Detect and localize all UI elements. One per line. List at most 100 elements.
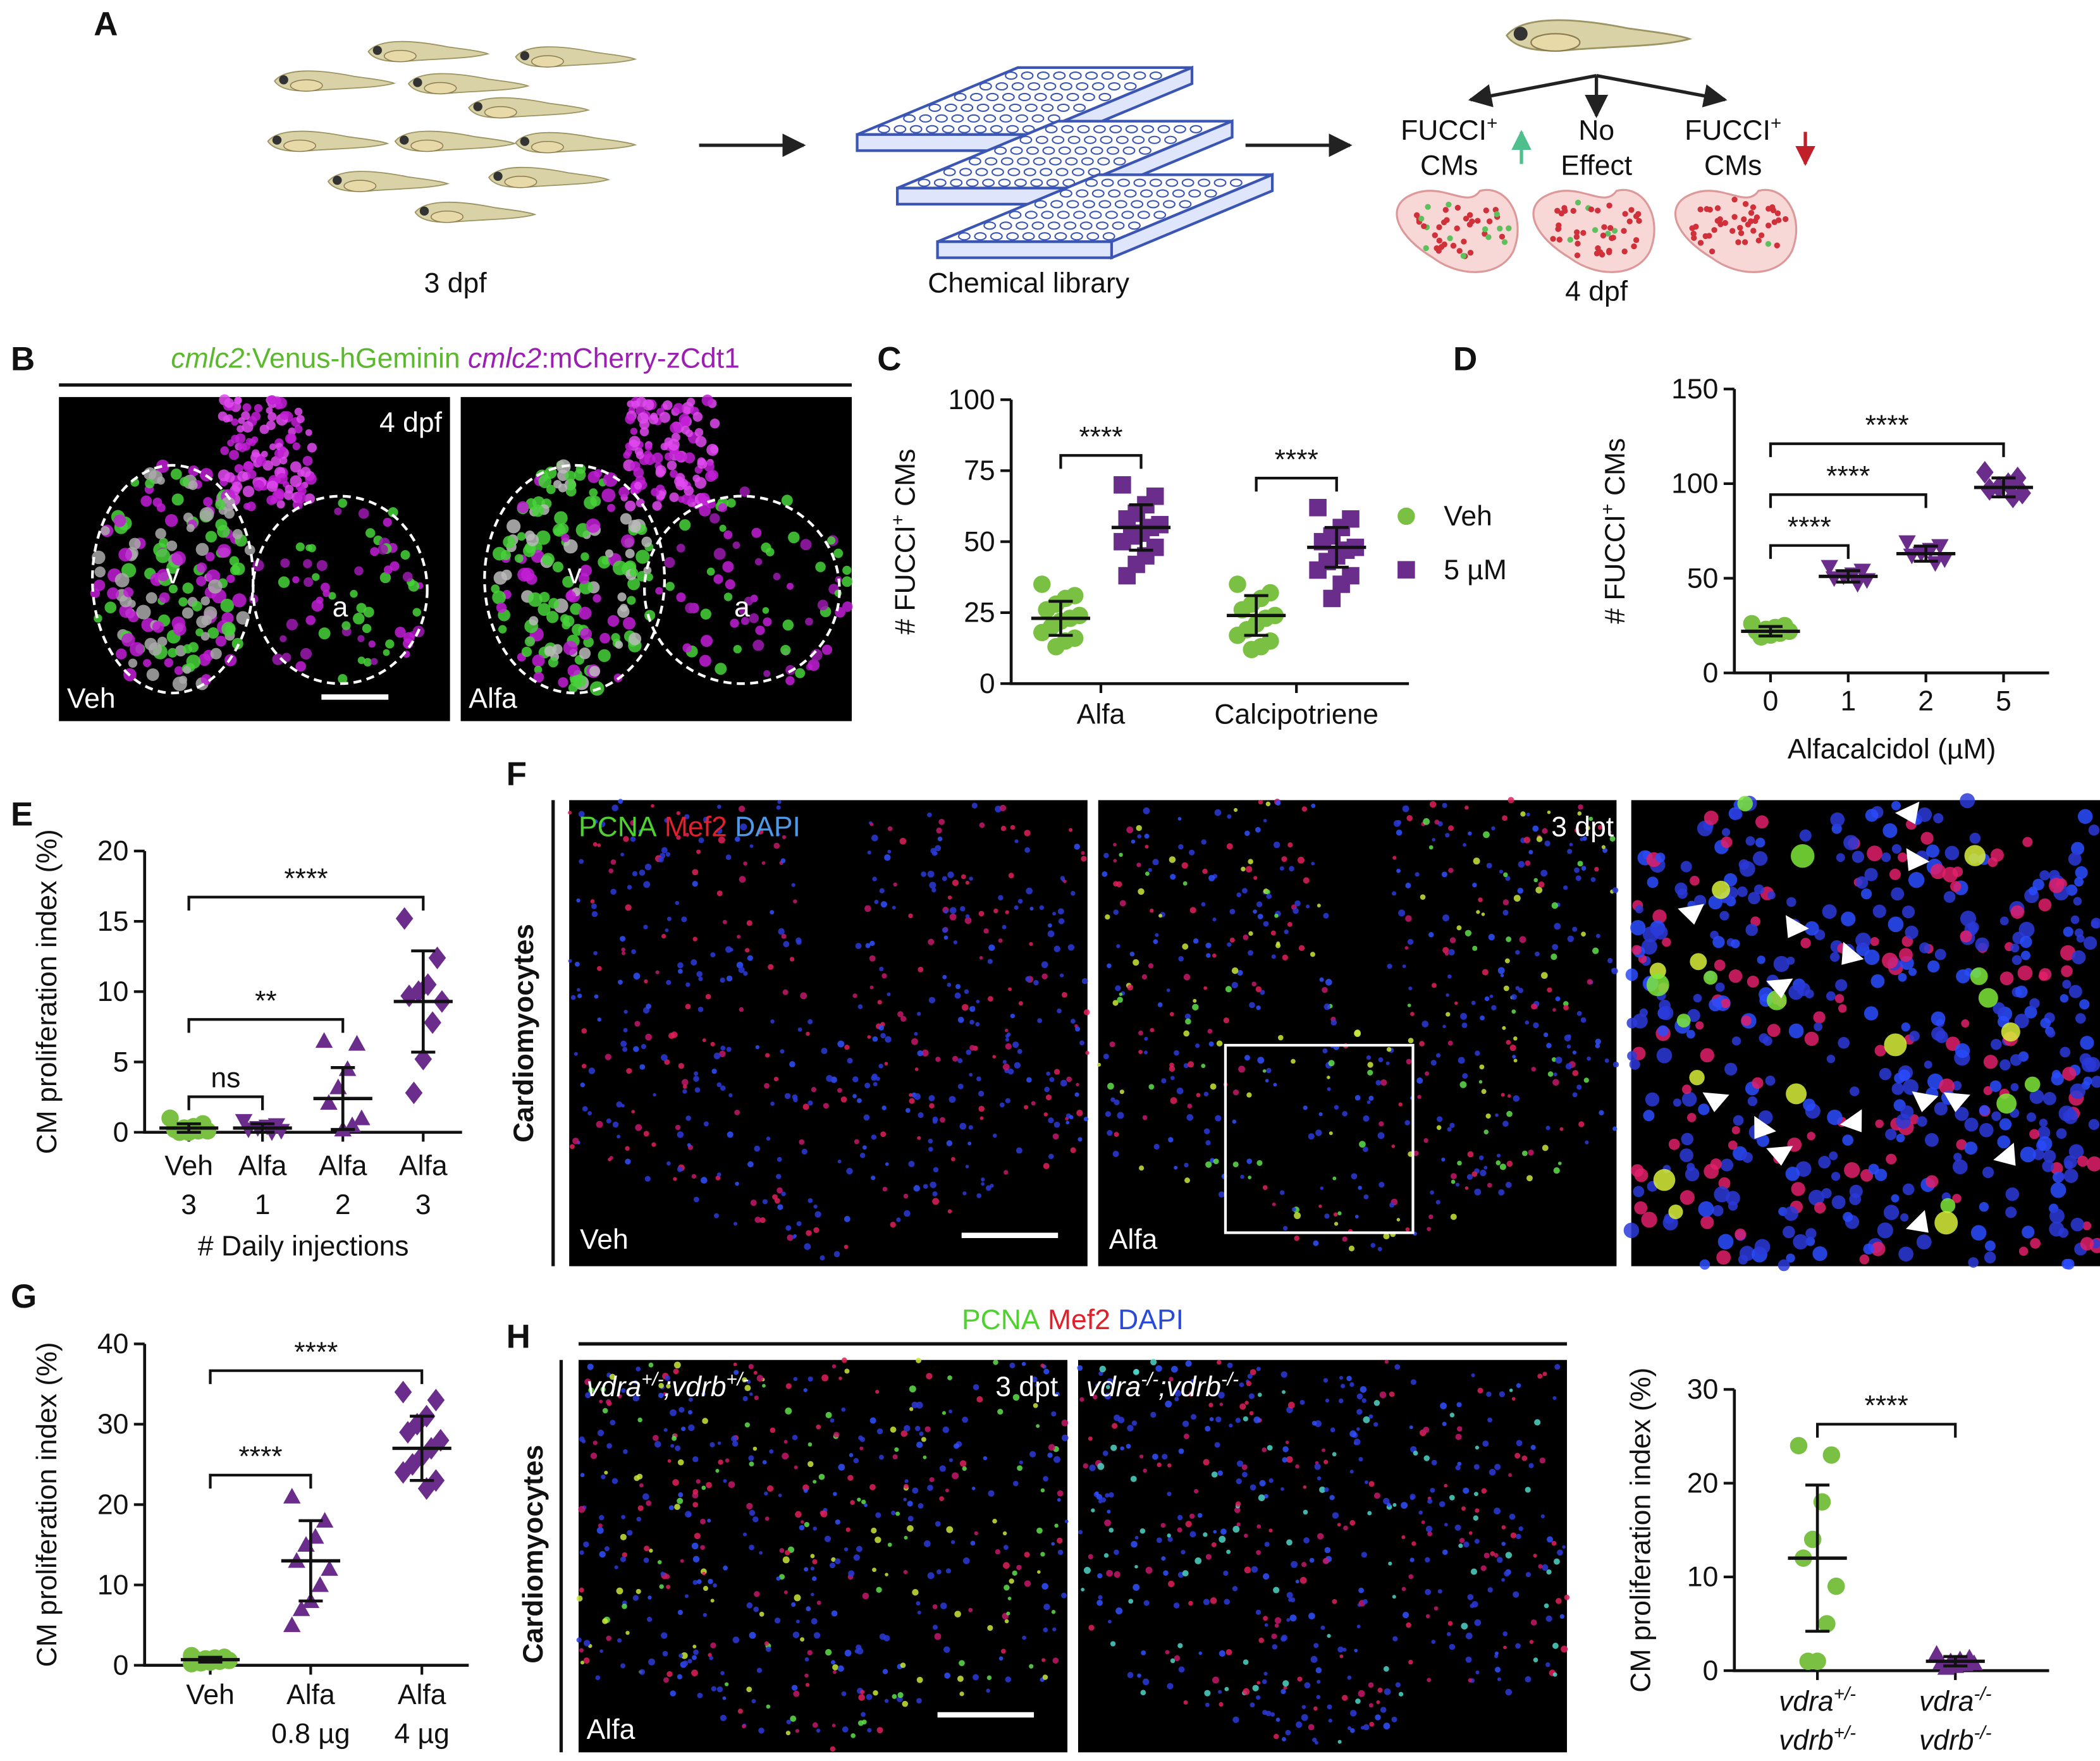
nucleus [1256, 1681, 1261, 1685]
cell [1558, 210, 1565, 217]
nucleus [908, 1160, 915, 1167]
nucleus [869, 955, 876, 962]
nucleus [2051, 1069, 2061, 1079]
larva [274, 70, 396, 92]
nucleus [168, 647, 178, 658]
nucleus [617, 1638, 622, 1643]
nucleus [1457, 1461, 1462, 1466]
nucleus [533, 672, 544, 683]
nucleus [969, 1045, 976, 1051]
data-point [1033, 575, 1051, 593]
bracket [187, 1018, 345, 1033]
nucleus [388, 507, 398, 518]
nucleus [1110, 1097, 1115, 1102]
nucleus [501, 569, 512, 580]
nucleus [664, 452, 673, 461]
nucleus [279, 457, 288, 465]
nucleus [1461, 1623, 1468, 1630]
nucleus [665, 928, 669, 933]
nucleus [646, 1003, 651, 1009]
nucleus [1513, 895, 1521, 902]
well [1073, 211, 1086, 219]
nucleus [1641, 1212, 1657, 1228]
well [1065, 157, 1078, 166]
nucleus [1105, 1111, 1111, 1117]
nucleus [999, 1102, 1005, 1108]
nucleus [1870, 974, 1885, 988]
nucleus [648, 414, 659, 425]
nucleus [1405, 882, 1411, 888]
nucleus [895, 1511, 900, 1516]
nucleus [1473, 1464, 1480, 1470]
y-tick-label: 0 [1703, 658, 1719, 689]
nucleus [643, 924, 648, 930]
nucleus [1243, 1533, 1248, 1538]
nucleus [1888, 916, 1904, 933]
nucleus [807, 1198, 813, 1203]
nucleus [1968, 1257, 1979, 1268]
nucleus [1463, 843, 1466, 847]
nucleus [850, 1733, 856, 1738]
nucleus [402, 572, 413, 582]
well [1141, 125, 1155, 133]
nucleus [1741, 1152, 1753, 1163]
library-label: Chemical library [928, 268, 1130, 299]
larva-eye [493, 171, 503, 181]
nucleus [831, 1557, 836, 1562]
well [1077, 125, 1090, 133]
data-point [1898, 535, 1916, 551]
nucleus [1874, 1045, 1886, 1057]
nucleus [1578, 1121, 1585, 1127]
nucleus [1205, 942, 1212, 948]
well [1105, 211, 1118, 219]
panel-label: H [507, 1318, 531, 1356]
nucleus [1993, 1002, 2005, 1015]
nucleus [1396, 868, 1401, 873]
nucleus [799, 1525, 805, 1531]
nucleus [739, 1007, 744, 1012]
nucleus [1814, 1201, 1826, 1214]
nucleus [1207, 1029, 1213, 1034]
nucleus [1167, 1537, 1173, 1542]
nucleus [1964, 845, 1986, 866]
nucleus [934, 1633, 942, 1640]
nucleus [1223, 1570, 1229, 1576]
cell [1555, 226, 1561, 232]
y-tick-label: 10 [97, 976, 128, 1007]
nucleus [1464, 930, 1471, 936]
y-tick-label: 0 [113, 1650, 129, 1681]
nucleus [1099, 1365, 1107, 1373]
data-point [1114, 532, 1131, 551]
nucleus [907, 1516, 914, 1522]
nucleus [1238, 1065, 1246, 1073]
nucleus [1177, 1643, 1183, 1648]
nucleus [130, 642, 144, 657]
nucleus [1085, 1050, 1090, 1055]
nucleus [1580, 837, 1584, 842]
significance: **** [1788, 512, 1831, 543]
nucleus [720, 1045, 726, 1051]
significance: **** [284, 863, 328, 894]
nucleus [1339, 1654, 1344, 1659]
nucleus [1248, 950, 1253, 956]
nucleus [1349, 1382, 1354, 1387]
nucleus [1788, 1023, 1804, 1039]
nucleus [2032, 1148, 2044, 1160]
nucleus [783, 1590, 788, 1595]
nucleus [1902, 1183, 1915, 1196]
nucleus [1163, 1570, 1169, 1576]
nucleus [1274, 1623, 1279, 1628]
well [1137, 211, 1150, 219]
nucleus [813, 1480, 817, 1484]
label-part: CMs [890, 449, 921, 515]
nucleus [1182, 943, 1189, 950]
nucleus [1632, 1013, 1648, 1029]
nucleus [1246, 1092, 1252, 1098]
nucleus [2038, 971, 2048, 981]
nucleus [1150, 1359, 1157, 1366]
nucleus [739, 876, 746, 883]
nucleus [1996, 1093, 2017, 1114]
nucleus [174, 666, 183, 675]
cell [1738, 230, 1745, 236]
nucleus [1293, 907, 1299, 914]
